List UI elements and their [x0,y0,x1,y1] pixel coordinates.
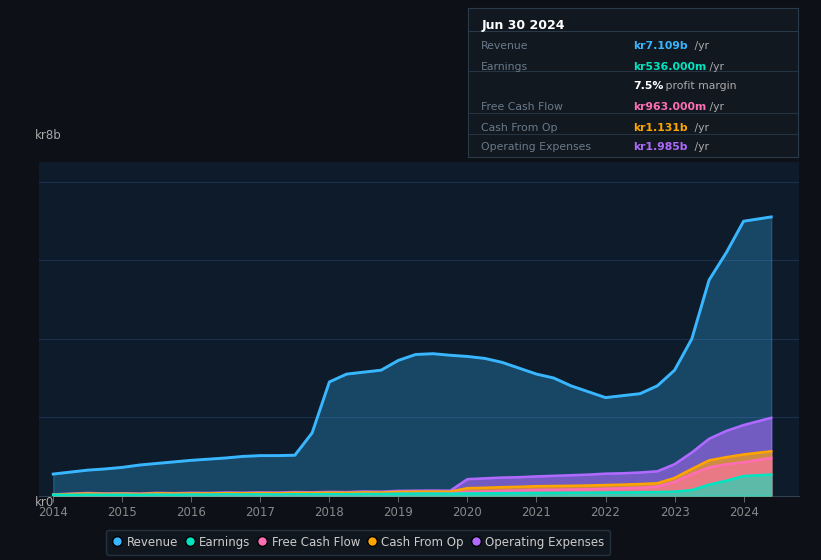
Text: Revenue: Revenue [481,41,529,51]
Text: kr8b: kr8b [34,129,62,142]
Text: Earnings: Earnings [481,62,528,72]
Text: kr536.000m: kr536.000m [633,62,706,72]
Text: /yr: /yr [691,142,709,152]
Text: Free Cash Flow: Free Cash Flow [481,102,563,112]
Text: kr1.985b: kr1.985b [633,142,687,152]
Text: Cash From Op: Cash From Op [481,123,557,133]
Text: kr7.109b: kr7.109b [633,41,688,51]
Text: Jun 30 2024: Jun 30 2024 [481,19,565,32]
Text: kr0: kr0 [34,496,54,508]
Text: /yr: /yr [705,62,723,72]
Legend: Revenue, Earnings, Free Cash Flow, Cash From Op, Operating Expenses: Revenue, Earnings, Free Cash Flow, Cash … [107,530,610,554]
Text: kr1.131b: kr1.131b [633,123,688,133]
Text: /yr: /yr [691,41,709,51]
Text: kr963.000m: kr963.000m [633,102,706,112]
Text: 7.5%: 7.5% [633,81,663,91]
Text: profit margin: profit margin [662,81,736,91]
Text: /yr: /yr [691,123,709,133]
Text: Operating Expenses: Operating Expenses [481,142,591,152]
Text: /yr: /yr [705,102,723,112]
